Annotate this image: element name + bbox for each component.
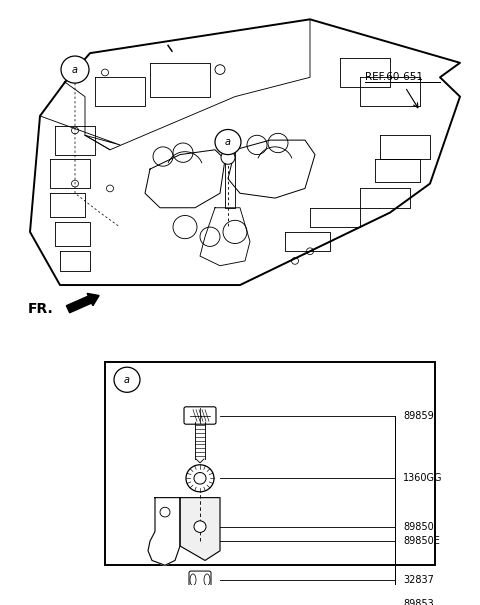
FancyBboxPatch shape <box>189 571 211 589</box>
Circle shape <box>61 56 89 83</box>
FancyBboxPatch shape <box>105 362 435 565</box>
Text: 89850E: 89850E <box>403 536 440 546</box>
Text: 89853: 89853 <box>403 599 434 605</box>
Circle shape <box>195 599 205 605</box>
Circle shape <box>186 465 214 492</box>
Text: a: a <box>225 137 231 147</box>
Text: 1360GG: 1360GG <box>403 473 443 483</box>
Text: a: a <box>124 374 130 385</box>
FancyBboxPatch shape <box>184 407 216 424</box>
Polygon shape <box>180 498 220 560</box>
Circle shape <box>215 129 241 155</box>
FancyArrow shape <box>66 293 99 313</box>
Circle shape <box>188 592 212 605</box>
Circle shape <box>194 473 206 484</box>
Text: 32837: 32837 <box>403 575 434 585</box>
Text: 89859: 89859 <box>403 411 434 420</box>
Circle shape <box>194 521 206 532</box>
Circle shape <box>221 151 235 165</box>
Text: FR.: FR. <box>28 302 54 316</box>
Polygon shape <box>148 498 180 565</box>
Text: REF.60-651: REF.60-651 <box>365 73 423 82</box>
Text: 89850: 89850 <box>403 522 434 532</box>
Circle shape <box>114 367 140 392</box>
Text: a: a <box>72 65 78 74</box>
